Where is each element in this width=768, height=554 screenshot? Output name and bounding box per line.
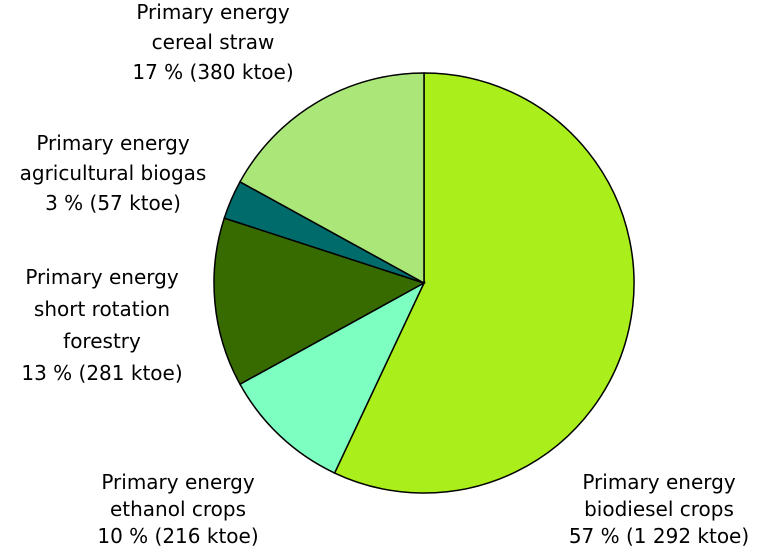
slice-label-line: Primary energy: [36, 131, 189, 155]
slice-label-line: Primary energy: [25, 265, 178, 289]
slice-label-4: Primary energy cereal straw 17 % (380 ktoe…: [132, 0, 293, 84]
slice-label-line: Primary energy: [101, 470, 254, 494]
pie-slice-4: [238, 72, 425, 285]
slice-label-line: cereal straw: [152, 30, 275, 54]
slice-label-line: biodiesel crops: [584, 497, 734, 521]
slice-label-line: short rotation: [34, 297, 170, 321]
slice-label-line: Primary energy: [136, 0, 289, 24]
pie-slices: [213, 72, 635, 494]
slice-label-line: 57 % (1 292 ktoe): [569, 524, 749, 548]
slice-label-3: Primary energy agricultural biogas 3 % (57…: [20, 131, 207, 215]
slice-label-2: Primary energy short rotation forestry 13 %…: [21, 265, 182, 385]
pie-slice-2: [213, 217, 426, 386]
slice-label-0: Primary energy biodiesel crops 57 % (1 292…: [569, 470, 749, 548]
slice-label-1: Primary energy ethanol crops 10 % (216 kto…: [97, 470, 258, 548]
slice-label-line: ethanol crops: [110, 497, 246, 521]
slice-label-line: forestry: [63, 329, 141, 353]
pie-slice-1: [238, 281, 426, 475]
slice-label-line: 17 % (380 ktoe): [132, 60, 293, 84]
slice-labels: Primary energy biodiesel crops 57 % (1 292…: [20, 0, 750, 548]
slice-label-line: Primary energy: [582, 470, 735, 494]
slice-label-line: 10 % (216 ktoe): [97, 524, 258, 548]
slice-label-line: 13 % (281 ktoe): [21, 361, 182, 385]
slice-label-line: 3 % (57 ktoe): [45, 191, 181, 215]
pie-slice-0: [333, 72, 635, 494]
slice-label-line: agricultural biogas: [20, 161, 207, 185]
